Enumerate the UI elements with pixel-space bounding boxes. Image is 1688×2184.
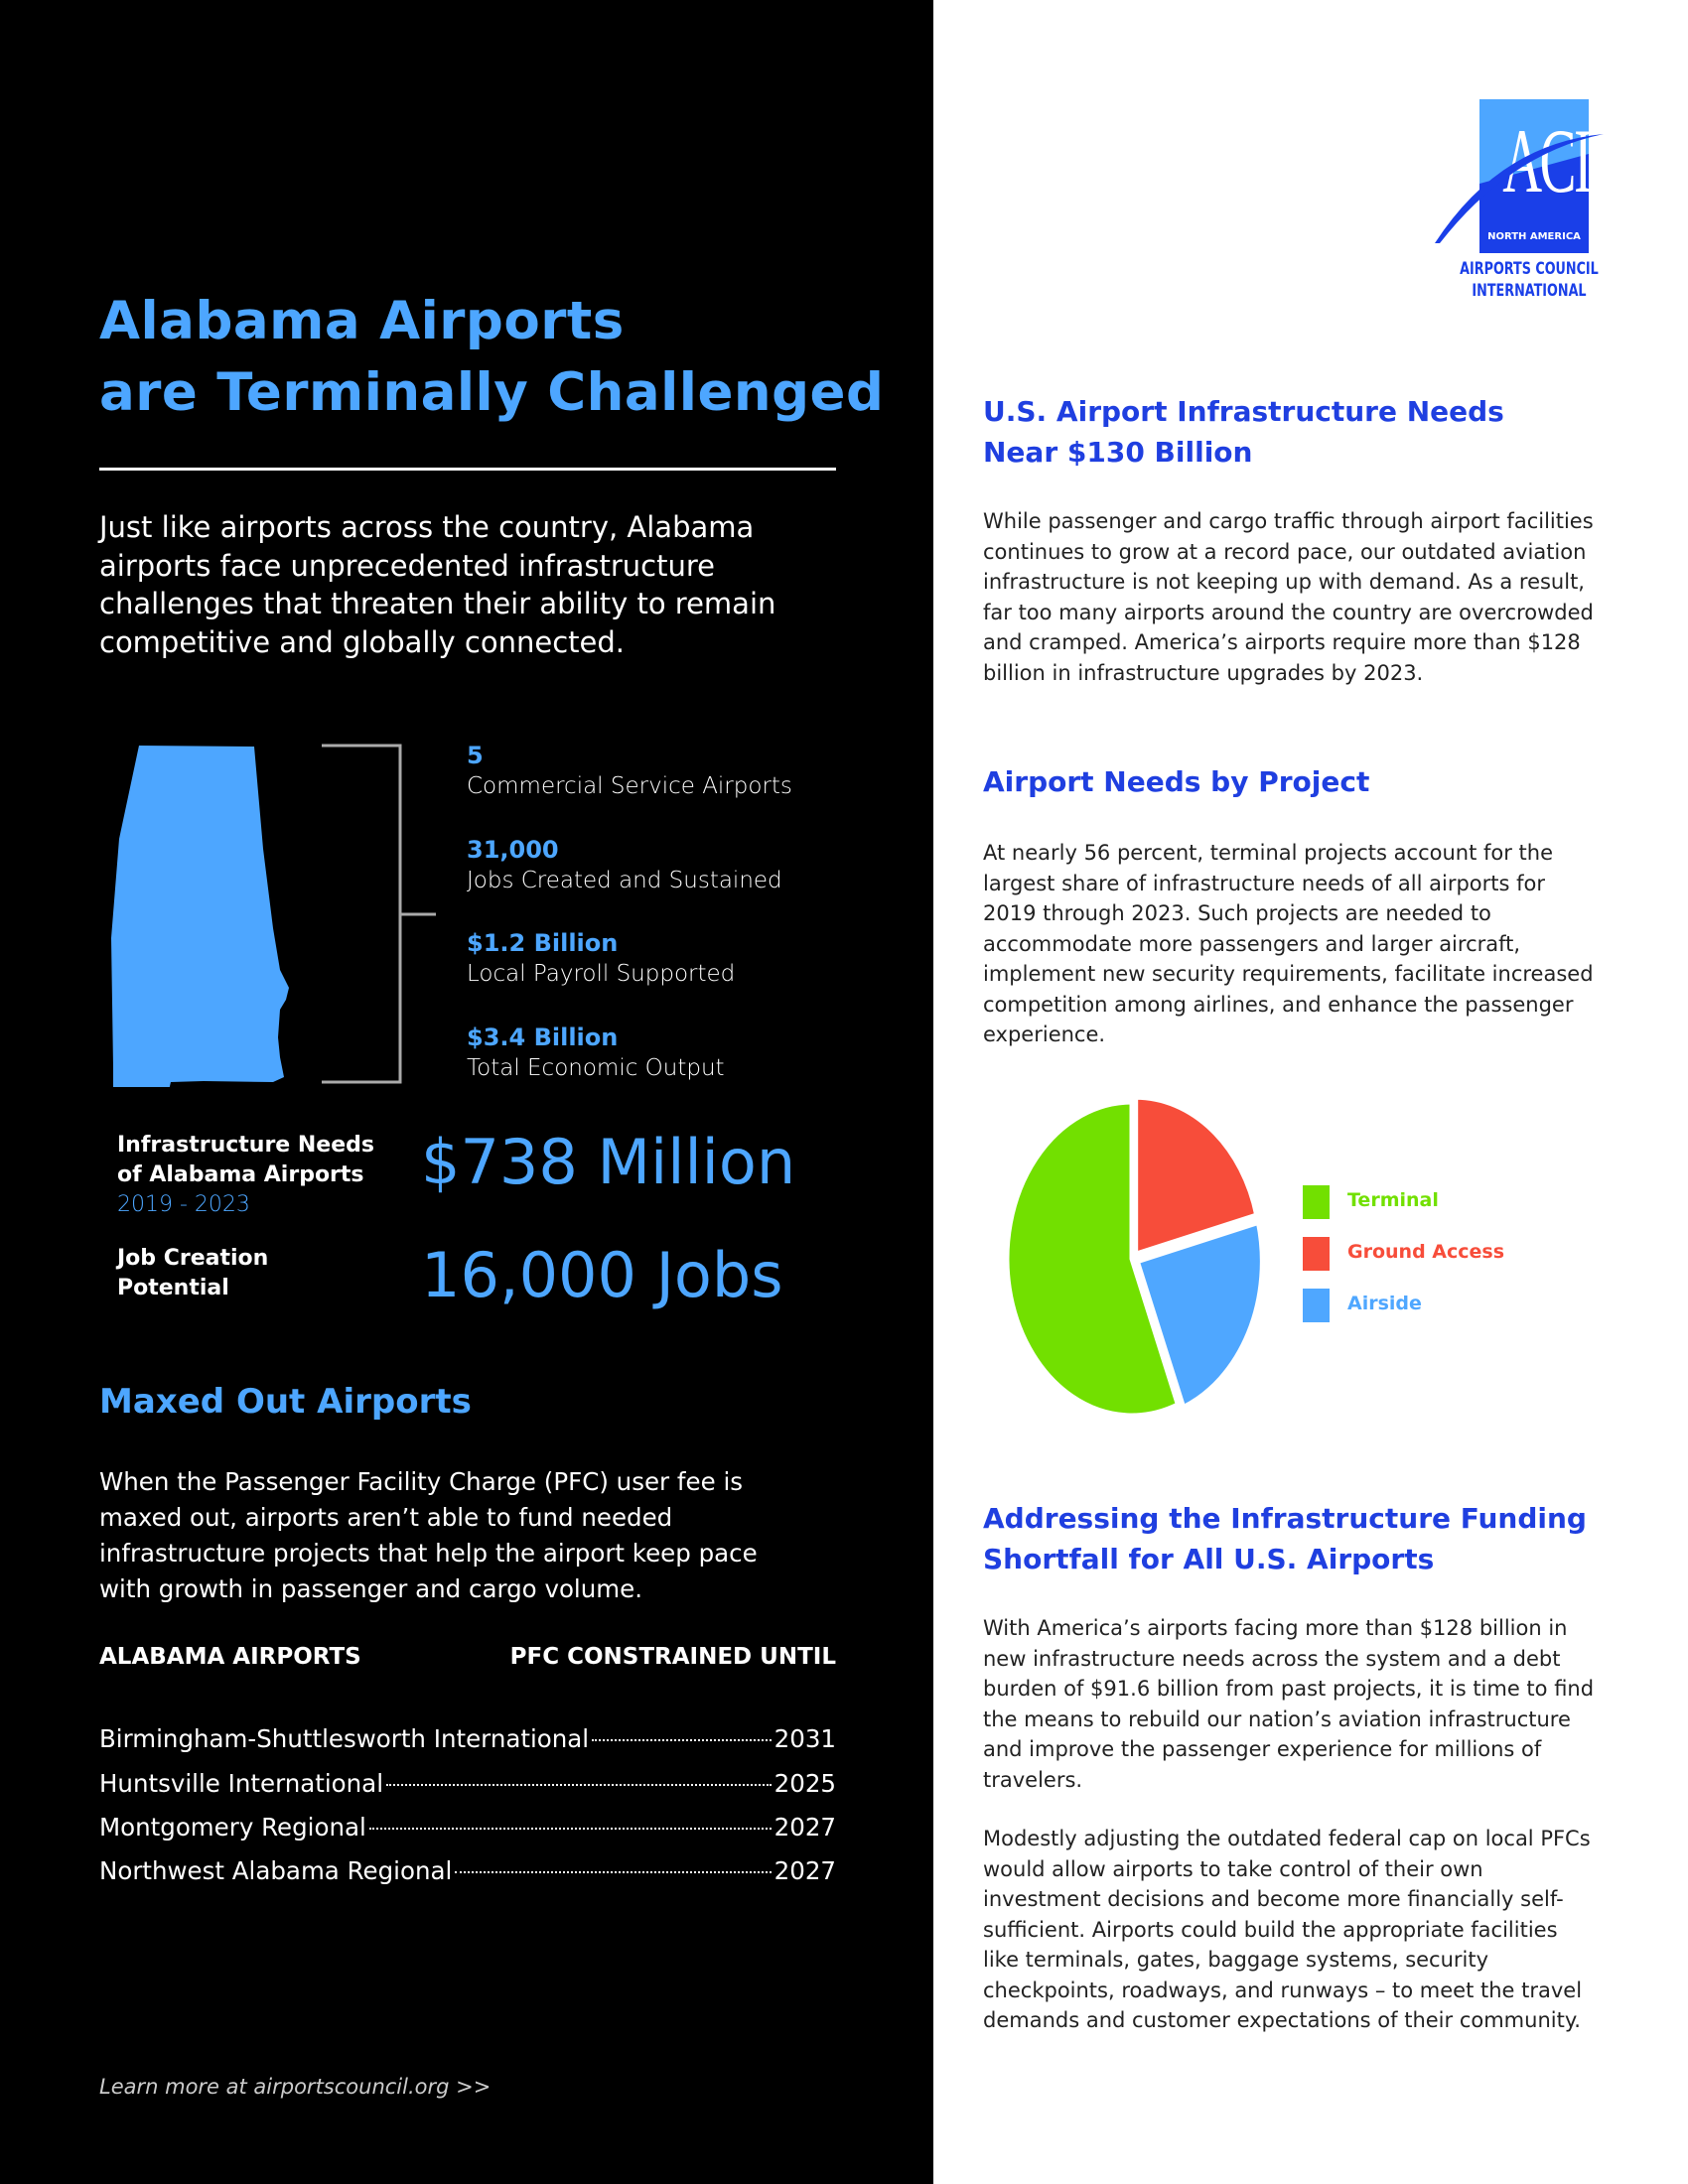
table-row: Birmingham-Shuttlesworth International 20…: [99, 1724, 836, 1753]
left-panel: [0, 0, 933, 2184]
page-title: Alabama Airports are Terminally Challenge…: [99, 291, 885, 423]
table-header-pfc: PFC CONSTRAINED UNTIL: [509, 1644, 836, 1670]
legend-label: Airside: [1347, 1293, 1422, 1314]
alabama-map-icon: [111, 746, 289, 1087]
legend-label: Terminal: [1347, 1189, 1439, 1211]
job-creation-label: Job Creation Potential: [117, 1246, 269, 1300]
table-row: Northwest Alabama Regional 2027: [99, 1856, 836, 1885]
table-row: Huntsville International 2025: [99, 1769, 836, 1798]
stat-jobs: 31,000 Jobs Created and Sustained: [467, 836, 782, 893]
funding-shortfall-text-2: Modestly adjusting the outdated federal …: [983, 1827, 1591, 2032]
bracket: [322, 744, 436, 1084]
pie-slice-terminal: [1004, 1099, 1182, 1419]
stat-output: $3.4 Billion Total Economic Output: [467, 1024, 725, 1081]
stat-payroll: $1.2 Billion Local Payroll Supported: [467, 929, 736, 987]
pie-chart: [1004, 1094, 1265, 1419]
pie-slice-airside: [1134, 1219, 1265, 1412]
funding-shortfall-heading: Addressing the Infrastructure Funding Sho…: [983, 1502, 1587, 1575]
job-creation-value: 16,000 Jobs: [421, 1239, 783, 1311]
needs-by-project-text: At nearly 56 percent, terminal projects …: [983, 841, 1594, 1046]
stat-airports: 5 Commercial Service Airports: [467, 742, 792, 799]
infra-needs-label: Infrastructure Needs of Alabama Airports 2…: [117, 1133, 374, 1217]
learn-more-link[interactable]: Learn more at airportscouncil.org >>: [99, 2075, 492, 2099]
infrastructure-needs-text: While passenger and cargo traffic throug…: [983, 509, 1594, 685]
maxed-out-text: When the Passenger Facility Charge (PFC)…: [99, 1467, 758, 1603]
legend-swatch: [1303, 1185, 1330, 1219]
table-header-airports: ALABAMA AIRPORTS: [99, 1644, 361, 1670]
legend-swatch: [1303, 1237, 1330, 1271]
pie-slice-ground-access: [1133, 1094, 1260, 1258]
intro-text: Just like airports across the country, A…: [99, 510, 776, 659]
needs-by-project-heading: Airport Needs by Project: [983, 765, 1370, 798]
table-row: Montgomery Regional 2027: [99, 1813, 836, 1842]
aci-logo: ACI NORTH AMERICA AIRPORTS COUNCIL INTERN…: [1430, 94, 1618, 308]
legend-swatch: [1303, 1289, 1330, 1322]
infrastructure-needs-heading: U.S. Airport Infrastructure Needs Near $1…: [983, 395, 1504, 469]
funding-shortfall-text-1: With America’s airports facing more than…: [983, 1616, 1595, 1792]
maxed-out-heading: Maxed Out Airports: [99, 1382, 472, 1422]
infra-needs-value: $738 Million: [421, 1126, 796, 1198]
legend-label: Ground Access: [1347, 1241, 1505, 1263]
divider: [99, 468, 836, 471]
